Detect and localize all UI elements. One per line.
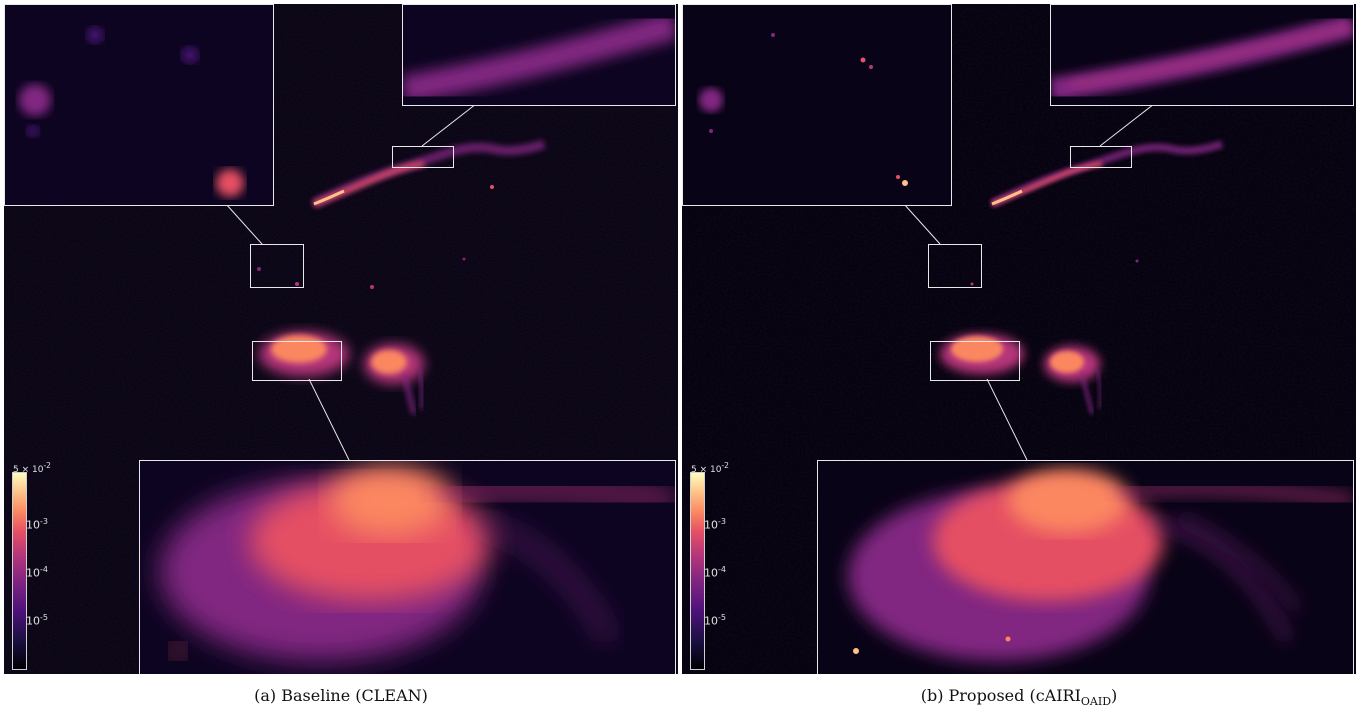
- colorbar-top-label: 5 × 10-2: [691, 461, 729, 475]
- colorbar-tick: 10-5: [704, 613, 726, 628]
- panel-baseline: 5 × 10-2 10-3 10-4 10-5: [4, 4, 678, 674]
- inset-sources: [682, 4, 952, 206]
- colorbar: [690, 472, 705, 670]
- colorbar-tick: 10-4: [704, 565, 726, 580]
- colorbar: [12, 472, 27, 670]
- inset-sources: [4, 4, 274, 206]
- zoom-marker-core: [930, 341, 1020, 381]
- inset-jet: [1050, 4, 1354, 106]
- colorbar-tick: 10-5: [26, 613, 48, 628]
- inset-core: [817, 460, 1354, 674]
- panel-proposed: 5 × 10-2 10-3 10-4 10-5: [682, 4, 1356, 674]
- colorbar-tick: 10-3: [704, 517, 726, 532]
- zoom-marker-sources: [250, 244, 304, 288]
- colorbar-top-label: 5 × 10-2: [13, 461, 51, 475]
- colorbar-tick: 10-4: [26, 565, 48, 580]
- zoom-marker-core: [252, 341, 342, 381]
- inset-jet: [402, 4, 676, 106]
- colorbar-tick: 10-3: [26, 517, 48, 532]
- caption-proposed: (b) Proposed (cAIRIOAID): [920, 686, 1118, 709]
- caption-baseline: (a) Baseline (CLEAN): [254, 686, 428, 705]
- zoom-marker-jet: [1070, 146, 1132, 168]
- zoom-marker-jet: [392, 146, 454, 168]
- zoom-marker-sources: [928, 244, 982, 288]
- inset-core: [139, 460, 676, 674]
